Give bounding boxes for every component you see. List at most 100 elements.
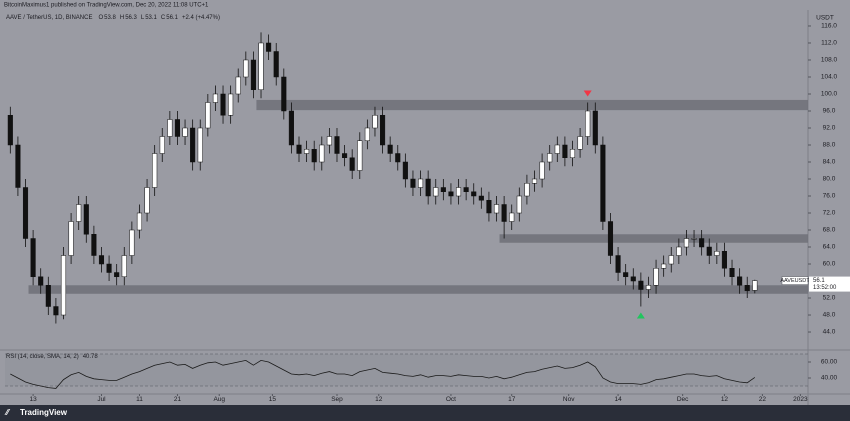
legend-value: 53.1: [145, 15, 157, 21]
candle-body: [7, 114, 13, 146]
candle-body: [129, 229, 135, 256]
candle-body: [714, 251, 720, 256]
candle-body: [167, 119, 173, 137]
legend-change: +2.4 (+4.47%): [182, 15, 220, 21]
price-tag-countdown: 13:52:00: [813, 285, 837, 291]
candle-body: [83, 204, 89, 235]
candle-body: [326, 136, 332, 146]
candle-body: [349, 157, 355, 171]
candle-body: [364, 127, 370, 141]
y-tick-label: 96.0: [823, 108, 836, 115]
x-tick-label: 12: [375, 396, 383, 403]
candle-body: [121, 255, 127, 278]
candle-body: [706, 246, 712, 256]
y-tick-label: 44.0: [823, 329, 836, 336]
candle-body: [691, 238, 697, 240]
candle-body: [433, 187, 439, 197]
candle-body: [159, 136, 165, 154]
currency-label: USDT: [816, 15, 834, 22]
candle-body: [585, 110, 591, 137]
x-tick-label: Oct: [446, 396, 456, 403]
legend: AAVE / TetherUS, 1D, BINANCE O53.8 H56.3 L5…: [6, 15, 220, 21]
y-tick-label: 116.0: [821, 23, 837, 30]
candle-body: [53, 306, 59, 316]
price-tag-value: 56.1: [813, 278, 825, 284]
candle-body: [15, 144, 21, 188]
candle-body: [304, 148, 310, 154]
x-tick-label: 22: [759, 396, 767, 403]
candle-body: [471, 191, 477, 197]
legend-label: H: [120, 15, 124, 21]
candle-body: [45, 285, 51, 307]
candle-body: [68, 221, 74, 256]
candle-body: [136, 212, 143, 231]
x-tick-label: 11: [136, 396, 143, 403]
price-tag: [809, 276, 850, 292]
y-tick-label: 92.0: [823, 125, 836, 132]
candle-body: [197, 127, 203, 163]
candle-body: [645, 285, 652, 290]
candle-body: [228, 93, 234, 116]
candle-body: [174, 119, 181, 137]
candle-body: [288, 110, 294, 146]
candle-body: [744, 285, 750, 292]
candle-body: [562, 144, 568, 158]
candle-body: [752, 280, 758, 291]
candle-body: [721, 251, 727, 269]
candle-body: [463, 187, 469, 193]
candle-body: [509, 212, 515, 222]
legend-title: AAVE / TetherUS, 1D, BINANCE: [6, 15, 92, 21]
y-tick-label: 80.0: [823, 176, 836, 183]
zone: [256, 99, 808, 111]
candle-body: [478, 195, 484, 201]
candle-body: [220, 93, 226, 116]
candle-body: [190, 127, 196, 163]
rsi-legend: RSI (14, close, SMA, 14, 2) 40.78: [6, 354, 98, 360]
symbol-tag: [781, 276, 809, 285]
candle-body: [387, 144, 393, 154]
candle-body: [106, 263, 112, 273]
candle-body: [243, 59, 249, 78]
candle-body: [577, 136, 583, 150]
y-tick-label: 52.0: [823, 295, 836, 302]
candle-body: [683, 238, 689, 248]
legend-value: 56.1: [166, 15, 178, 21]
candle-body: [699, 238, 705, 248]
candle-body: [630, 276, 636, 282]
candle-body: [486, 200, 492, 214]
candle-body: [266, 42, 272, 52]
legend-value: 56.3: [125, 15, 137, 21]
y-tick-label: 88.0: [823, 142, 836, 149]
y-tick-label: 68.0: [823, 227, 836, 234]
signal-arrow: [583, 90, 592, 97]
candle-body: [144, 187, 150, 214]
y-tick-label: 112.0: [821, 40, 837, 47]
x-tick-label: Dec: [677, 396, 689, 403]
legend-label: O: [98, 15, 103, 21]
candle-body: [729, 268, 735, 278]
candle-body: [623, 272, 629, 278]
candle-body: [205, 102, 211, 129]
y-tick-label: 100.0: [821, 91, 838, 98]
candle-body: [516, 195, 522, 214]
candle-body: [311, 148, 317, 163]
candle-body: [448, 191, 454, 197]
x-tick-label: 14: [614, 396, 622, 403]
x-tick-label: Nov: [563, 396, 575, 403]
rsi-value: 40.78: [83, 354, 99, 360]
candle-body: [668, 255, 674, 265]
candle-body: [258, 42, 264, 90]
publisher: BitcoinMaximus1 published on TradingView…: [4, 3, 209, 9]
y-tick-label: 76.0: [823, 193, 836, 200]
symbol-tag-label: AAVEUSDT: [780, 278, 810, 284]
x-tick-label: 17: [508, 396, 516, 403]
zone: [28, 285, 809, 294]
y-tick-label: 60.0: [823, 261, 836, 268]
candle-body: [281, 76, 287, 112]
candle-body: [592, 110, 598, 146]
candle-body: [455, 187, 462, 197]
candle-body: [418, 178, 424, 188]
candle-body: [182, 127, 188, 137]
